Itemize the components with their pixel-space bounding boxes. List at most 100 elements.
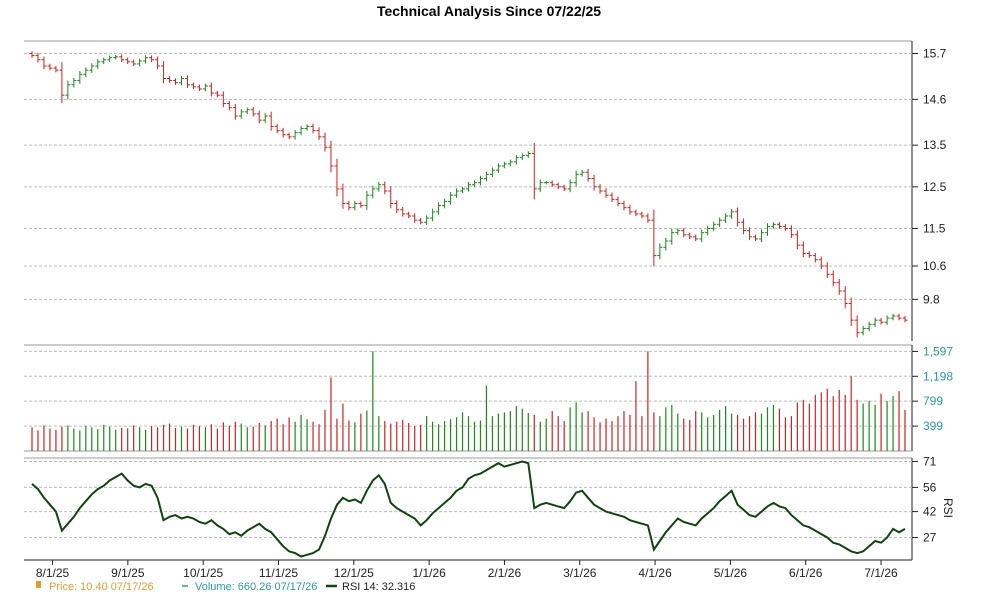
ohlc-bar (83, 67, 89, 78)
ohlc-bar (65, 80, 71, 100)
ohlc-bar (167, 76, 173, 83)
ohlc-bar (101, 57, 107, 65)
rsi-tick-label: 71 (923, 454, 937, 468)
price-tick-label: 11.5 (923, 222, 946, 236)
price-tick-label: 14.6 (923, 92, 947, 106)
ohlc-bar (597, 184, 603, 194)
ohlc-bar (53, 65, 59, 73)
rsi-tick-label: 27 (923, 531, 937, 545)
ohlc-bar (89, 63, 95, 73)
ohlc-bar (184, 75, 190, 88)
x-axis-ticks: 8/1/25 9/1/25 10/1/25 11/1/25 12/1/25 1/1/26 2… (36, 560, 898, 580)
ohlc-bar (304, 124, 310, 131)
ohlc-bar (741, 218, 747, 235)
ohlc-bar (400, 207, 406, 217)
ohlc-bar (238, 109, 244, 119)
ohlc-bar (836, 278, 842, 295)
ohlc-bar (316, 127, 322, 141)
ohlc-bar (501, 161, 507, 169)
ohlc-bar (286, 132, 292, 140)
ohlc-bar (531, 142, 537, 200)
ohlc-bar (161, 61, 167, 84)
ohlc-bar (214, 90, 220, 98)
ohlc-bar (113, 54, 119, 60)
ohlc-bar (388, 186, 394, 209)
ohlc-bar (59, 62, 65, 104)
volume-tick-label: 1,198 (923, 369, 953, 383)
ohlc-bar (621, 200, 627, 211)
ohlc-bar (776, 222, 782, 229)
ohlc-bar (125, 57, 131, 65)
x-tick-label: 11/1/25 (259, 566, 298, 580)
ohlc-bar (137, 58, 143, 67)
ohlc-bar (747, 227, 753, 241)
ohlc-bar (131, 59, 137, 67)
ohlc-bar (442, 198, 448, 209)
x-tick-label: 8/1/25 (36, 566, 70, 580)
ohlc-bar (639, 211, 645, 219)
ohlc-bar (460, 186, 466, 194)
ohlc-bar (220, 91, 226, 108)
ohlc-bar (770, 222, 776, 229)
ohlc-bar (800, 241, 806, 258)
x-tick-label: 7/1/26 (864, 566, 898, 580)
ohlc-bar (830, 270, 836, 287)
ohlc-bar (394, 200, 400, 213)
ohlc-bar (412, 213, 418, 223)
volume-tick-label: 799 (923, 394, 943, 408)
ohlc-bar (483, 171, 489, 182)
ohlc-bar (717, 217, 723, 228)
ohlc-bar (884, 315, 890, 325)
x-tick-label: 5/1/26 (714, 566, 748, 580)
ohlc-bar (902, 315, 908, 323)
price-tick-label: 13.5 (923, 138, 947, 152)
ohlc-bar (711, 221, 717, 232)
ohlc-bar (513, 154, 519, 165)
ohlc-bar (466, 182, 471, 192)
ohlc-bar (872, 317, 878, 328)
ohlc-bar (543, 181, 549, 185)
ohlc-bar (262, 113, 268, 123)
ohlc-bar (663, 237, 669, 251)
price-legend-swatch (36, 581, 41, 588)
ohlc-bar (232, 103, 238, 120)
legend-volume: Volume: 660.26 07/17/26 (195, 581, 317, 593)
legend: Price: 10.40 07/17/26 Volume: 660.26 07/… (36, 581, 415, 593)
ohlc-bar (268, 111, 274, 131)
ohlc-bar (41, 56, 47, 70)
ohlc-bar (477, 175, 483, 186)
ohlc-bar (603, 188, 609, 198)
ohlc-bar (687, 232, 693, 240)
ohlc-bar (292, 129, 298, 140)
price-tick-label: 12.5 (923, 180, 947, 194)
ohlc-bar (256, 110, 262, 124)
ohlc-bar (107, 55, 113, 62)
ohlc-bar (173, 78, 179, 85)
ohlc-bar (537, 179, 543, 193)
x-tick-label: 6/1/26 (789, 566, 823, 580)
ohlc-bar (806, 251, 812, 258)
volume-panel: 1,597 1,198 799 399 (24, 344, 953, 452)
ohlc-bar (693, 234, 699, 242)
ohlc-bar (699, 229, 705, 243)
price-panel: 15.7 14.6 13.5 12.5 11.5 10.6 9.8 (24, 40, 947, 341)
ohlc-bar (495, 163, 501, 173)
price-tick-label: 10.6 (923, 259, 947, 273)
ohlc-bar (424, 215, 430, 225)
ohlc-bar (633, 209, 639, 217)
ohlc-bar (155, 56, 161, 70)
chart-title: Technical Analysis Since 07/22/25 (377, 3, 601, 19)
ohlc-bar (274, 123, 280, 134)
ohlc-bar (280, 127, 286, 138)
ohlc-bar (71, 77, 77, 88)
ohlc-bar (842, 286, 848, 309)
ohlc-bar (489, 167, 495, 178)
ohlc-bar (322, 132, 328, 152)
ohlc-bar (657, 243, 663, 260)
ohlc-bar (860, 325, 866, 336)
ohlc-bar (47, 63, 53, 71)
ohlc-bar (579, 170, 585, 177)
ohlc-bar (35, 52, 41, 63)
ohlc-bar (406, 211, 412, 219)
